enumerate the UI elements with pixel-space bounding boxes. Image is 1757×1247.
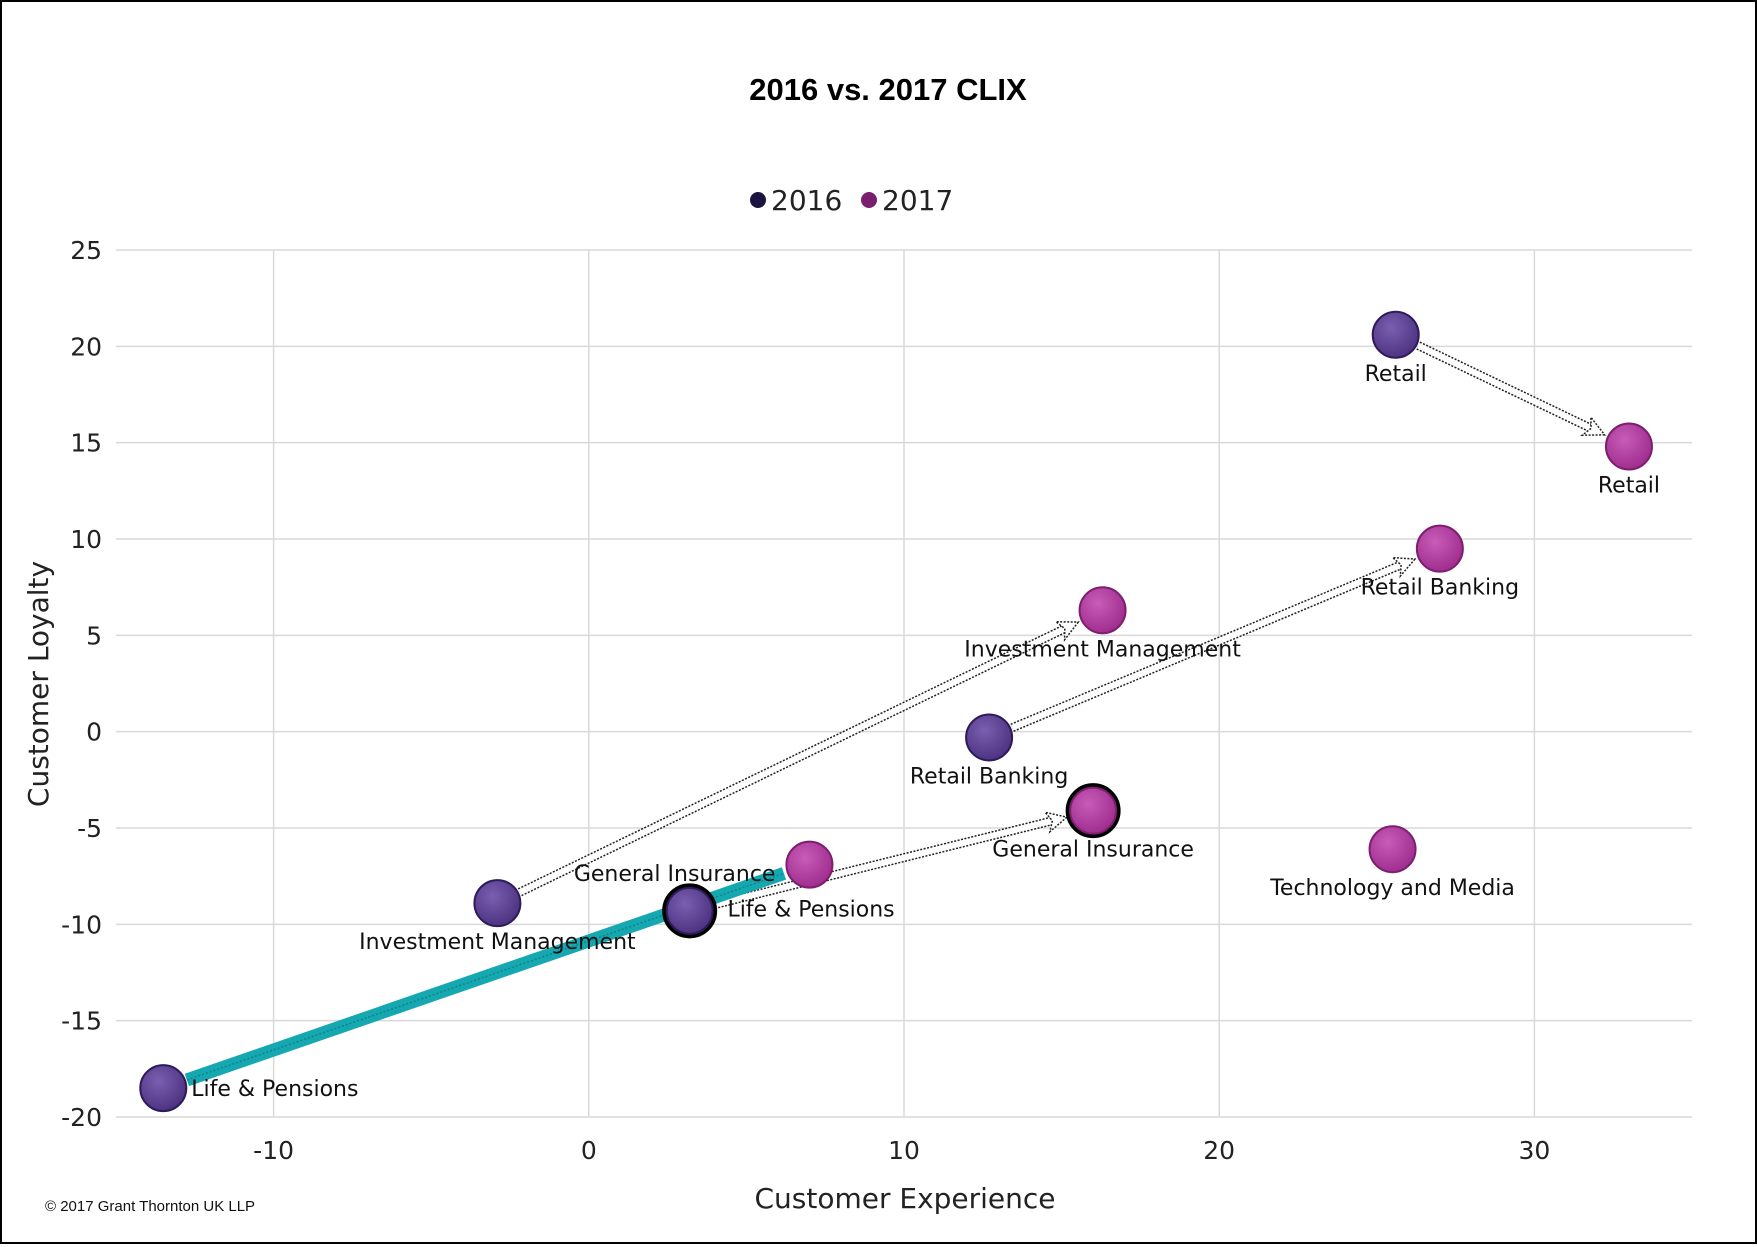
point-label-2016: Life & Pensions [191, 1077, 358, 1102]
y-tick-label: 20 [70, 332, 102, 361]
y-tick-label: -10 [61, 910, 102, 939]
x-tick-label: 20 [1203, 1136, 1235, 1165]
data-points [139, 310, 1653, 1113]
movement-arrows [184, 341, 1607, 1087]
point-label-2017: Retail [1598, 474, 1660, 499]
y-tick-label: 5 [86, 621, 102, 650]
point-2017-retail-banking [1415, 524, 1464, 573]
point-2016-retail [1371, 310, 1420, 359]
arrow-shaft-texture [186, 872, 785, 1081]
point-2016-investment-management [473, 879, 522, 928]
point-label-2016: Retail [1365, 362, 1427, 387]
point-label-2017: General Insurance [992, 838, 1194, 863]
point-label-2016: Investment Management [359, 930, 636, 955]
x-tick-label: -10 [253, 1136, 294, 1165]
arrow-head [1390, 556, 1417, 579]
point-label-2017: Retail Banking [1361, 576, 1519, 601]
point-label-2017: Technology and Media [1269, 876, 1515, 901]
point-label-2016: General Insurance [574, 862, 776, 887]
point-2017-general-insurance [1069, 786, 1118, 835]
point-2016-retail-banking [965, 713, 1014, 762]
y-tick-label: 15 [70, 429, 102, 458]
y-axis-title: Customer Loyalty [22, 561, 55, 807]
point-2017-life-pensions [785, 840, 834, 889]
y-tick-label: -5 [77, 814, 102, 843]
arrow-inner [1011, 560, 1406, 731]
point-label-2017: Life & Pensions [727, 898, 894, 923]
copyright-text: © 2017 Grant Thornton UK LLP [45, 1198, 255, 1215]
arrow-head [1043, 811, 1069, 834]
arrow-inner [713, 817, 1056, 908]
point-labels: Retail Retail Banking Investment Managemen… [191, 362, 1660, 1102]
point-2017-investment-management [1078, 586, 1127, 635]
arrow-inner [518, 624, 1069, 895]
point-2017-retail [1604, 422, 1653, 471]
gridlines [116, 249, 1692, 1118]
x-tick-label: 30 [1518, 1136, 1550, 1165]
y-tick-label: 10 [70, 525, 102, 554]
point-label-2017: Investment Management [964, 637, 1241, 662]
legend: 2016 2017 [750, 184, 953, 217]
point-2017-technology-and-media [1368, 825, 1417, 874]
legend-label-2017: 2017 [882, 184, 953, 217]
legend-marker-2016 [750, 192, 766, 208]
x-tick-labels: -10 0 10 20 30 [253, 1136, 1550, 1165]
highlight-ring [662, 883, 718, 939]
y-tick-label: -15 [61, 1007, 102, 1036]
point-2016-life-pensions [139, 1064, 188, 1113]
x-tick-label: 0 [581, 1136, 597, 1165]
y-tick-label: -20 [61, 1103, 102, 1132]
chart-title: 2016 vs. 2017 CLIX [749, 72, 1027, 107]
legend-marker-2017 [861, 192, 877, 208]
point-label-2016: Retail Banking [910, 764, 1068, 789]
legend-label-2016: 2016 [771, 184, 842, 217]
y-tick-label: 25 [70, 236, 102, 265]
arrow-head [1053, 620, 1080, 643]
y-tick-label: 0 [86, 718, 102, 747]
arrow-head [1580, 414, 1607, 437]
y-tick-labels: -20 -15 -10 -5 0 5 10 15 20 25 [61, 236, 102, 1132]
highlight-ring [1065, 783, 1121, 839]
arrow-inner [1416, 342, 1596, 433]
x-axis-title: Customer Experience [754, 1182, 1055, 1215]
x-tick-label: 10 [888, 1136, 920, 1165]
point-2016-general-insurance [665, 886, 714, 935]
